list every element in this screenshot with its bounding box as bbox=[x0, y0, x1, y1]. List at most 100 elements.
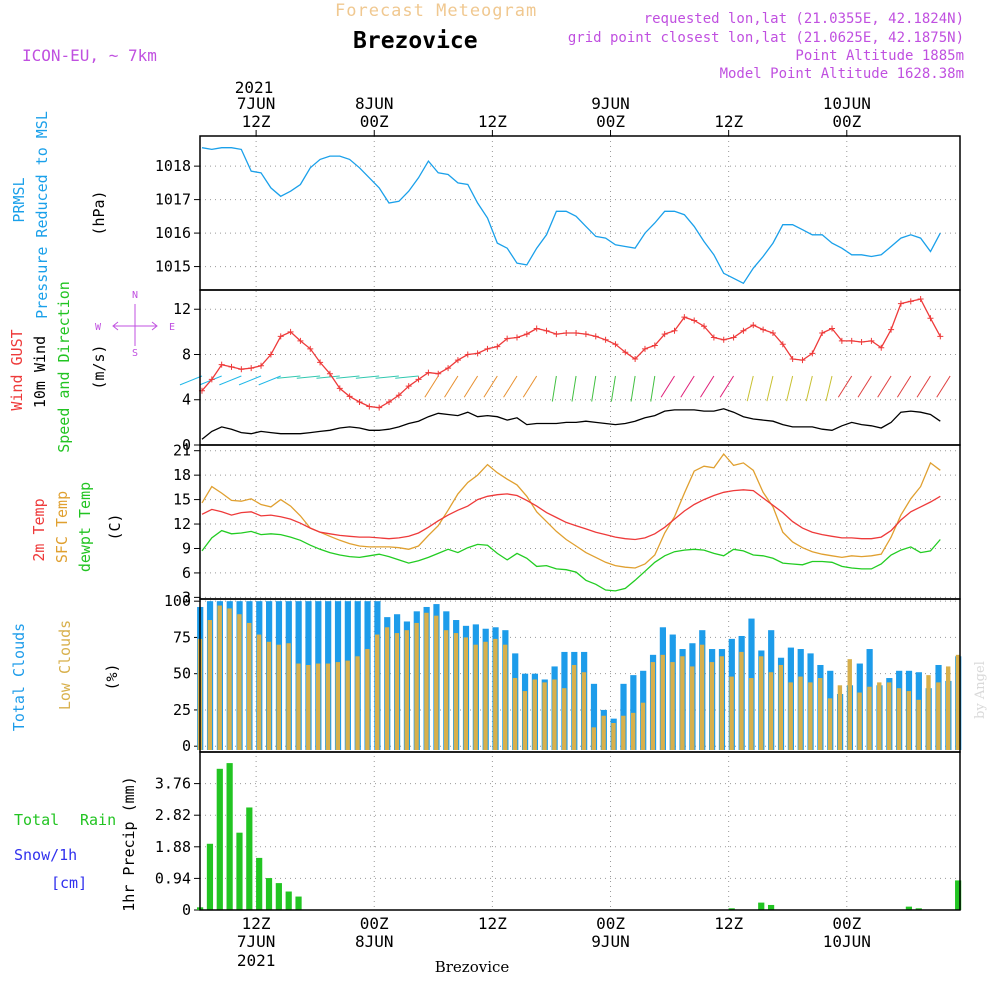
wind-direction-arrow bbox=[837, 375, 853, 398]
compass-south: S bbox=[132, 348, 138, 359]
wind-gust-marker bbox=[297, 337, 304, 344]
wind-gust-marker bbox=[415, 376, 422, 383]
wind-gust-marker bbox=[888, 326, 895, 333]
wind-gust-marker bbox=[425, 369, 432, 376]
wind-gust-marker bbox=[376, 404, 383, 411]
wind-gust-marker bbox=[819, 329, 826, 336]
wind-gust-marker bbox=[720, 336, 727, 343]
y-tick-label: 75 bbox=[173, 628, 191, 646]
top-hour-label: 12Z bbox=[242, 112, 271, 131]
low-cloud-bar bbox=[690, 666, 695, 750]
wind-gust-marker bbox=[710, 334, 717, 341]
low-cloud-bar bbox=[384, 627, 390, 750]
low-cloud-bar bbox=[650, 662, 656, 750]
low-cloud-bar bbox=[768, 672, 774, 750]
low-cloud-bar bbox=[355, 656, 360, 750]
y-tick-label: 1.88 bbox=[155, 838, 191, 856]
rain-label: Rain bbox=[80, 811, 116, 829]
top-hour-label: 00Z bbox=[360, 112, 389, 131]
wind-gust-marker bbox=[750, 322, 757, 329]
wind-direction-arrow bbox=[424, 375, 439, 398]
rain-bar bbox=[206, 843, 214, 910]
low-cloud-bar bbox=[709, 662, 715, 750]
wind-direction-arrow bbox=[355, 375, 380, 379]
compass-east: E bbox=[169, 322, 175, 333]
rain-bar bbox=[246, 807, 253, 910]
low-cloud-bar bbox=[936, 682, 941, 750]
low-cloud-bar bbox=[276, 644, 281, 750]
cloud-panel: 100 75 50 25 0 bbox=[164, 592, 962, 755]
bottom-date-label: 10JUN bbox=[823, 932, 871, 951]
low-cloud-bar bbox=[286, 643, 291, 750]
wind-gust-marker bbox=[317, 359, 324, 366]
wind-gust-marker bbox=[445, 365, 452, 372]
wind-gust-marker bbox=[356, 399, 363, 406]
low-cloud-bar bbox=[640, 702, 646, 750]
low-cloud-bar bbox=[827, 698, 833, 750]
y-tick-label: 50 bbox=[173, 665, 191, 683]
low-cloud-bar bbox=[847, 659, 852, 750]
y-tick-label: 12 bbox=[173, 515, 191, 533]
wind-gust-marker bbox=[395, 392, 402, 399]
wind-gust-marker bbox=[769, 329, 776, 336]
wind-gust-marker bbox=[671, 327, 678, 334]
low-cloud-bar bbox=[945, 666, 951, 750]
low-cloud-bar bbox=[443, 630, 449, 750]
wind-direction-arrow bbox=[680, 375, 695, 398]
wind-direction-arrow bbox=[786, 375, 794, 402]
wind-gust-marker bbox=[681, 314, 688, 321]
low-cloud-bar bbox=[699, 644, 705, 750]
total-clouds-label: Total Clouds bbox=[10, 623, 28, 731]
wind-10m-label: 10m Wind bbox=[31, 336, 49, 408]
y-tick-label: 18 bbox=[173, 466, 191, 484]
rain-bar bbox=[905, 906, 913, 910]
y-tick-label: 1016 bbox=[155, 224, 191, 242]
y-tick-label: 100 bbox=[164, 592, 191, 610]
low-cloud-bar bbox=[542, 682, 547, 750]
y-tick-label: 1017 bbox=[155, 191, 191, 209]
rain-bar bbox=[226, 763, 233, 910]
y-tick-label: 12 bbox=[173, 300, 191, 318]
wind-gust-marker bbox=[307, 345, 314, 352]
wind-direction-arrow bbox=[258, 375, 281, 386]
y-tick-label: 8 bbox=[182, 345, 191, 363]
pressure-ylabel-long: Pressure Reduced to MSL bbox=[33, 111, 51, 319]
top-hour-label: 00Z bbox=[596, 112, 625, 131]
wind-gust-marker bbox=[878, 344, 885, 351]
wind-gust-marker bbox=[248, 365, 255, 372]
low-cloud-bar bbox=[808, 682, 813, 750]
low-cloud-bar bbox=[660, 654, 665, 750]
low-cloud-bar bbox=[315, 663, 321, 750]
wind-direction-arrow bbox=[395, 375, 419, 379]
low-cloud-bar bbox=[404, 630, 409, 750]
bottom-hour-label: 12Z bbox=[714, 914, 743, 933]
low-cloud-bar bbox=[473, 644, 478, 750]
wind-direction-arrow bbox=[610, 375, 616, 402]
sfc-temp-line bbox=[201, 452, 941, 569]
wind-gust-marker bbox=[701, 323, 708, 330]
low-cloud-bar bbox=[591, 727, 596, 750]
low-cloud-bar bbox=[581, 672, 587, 750]
clouds-frame bbox=[199, 598, 961, 753]
bottom-hour-label: 12Z bbox=[242, 914, 271, 933]
low-cloud-bar bbox=[719, 656, 724, 750]
wind-gust-marker bbox=[789, 356, 796, 363]
y-tick-label: 3.76 bbox=[155, 775, 191, 793]
low-cloud-bar bbox=[207, 620, 213, 750]
wind-gust-marker bbox=[641, 345, 648, 352]
wind-direction-arrow bbox=[551, 375, 557, 402]
wind-direction-arrow bbox=[316, 375, 340, 379]
low-cloud-bar bbox=[729, 676, 734, 750]
low-cloud-bar bbox=[896, 688, 902, 750]
total-label: Total bbox=[14, 811, 59, 829]
low-cloud-bar bbox=[394, 633, 400, 750]
model-label: ICON-EU, ~ 7km bbox=[22, 46, 157, 65]
low-cloud-bar bbox=[670, 662, 675, 750]
y-tick-label: 25 bbox=[173, 701, 191, 719]
low-cloud-bar bbox=[621, 715, 626, 750]
low-cloud-bar bbox=[247, 622, 252, 750]
gridlines bbox=[255, 136, 848, 910]
wind-gust-marker bbox=[277, 333, 284, 340]
low-cloud-bar bbox=[227, 608, 232, 750]
